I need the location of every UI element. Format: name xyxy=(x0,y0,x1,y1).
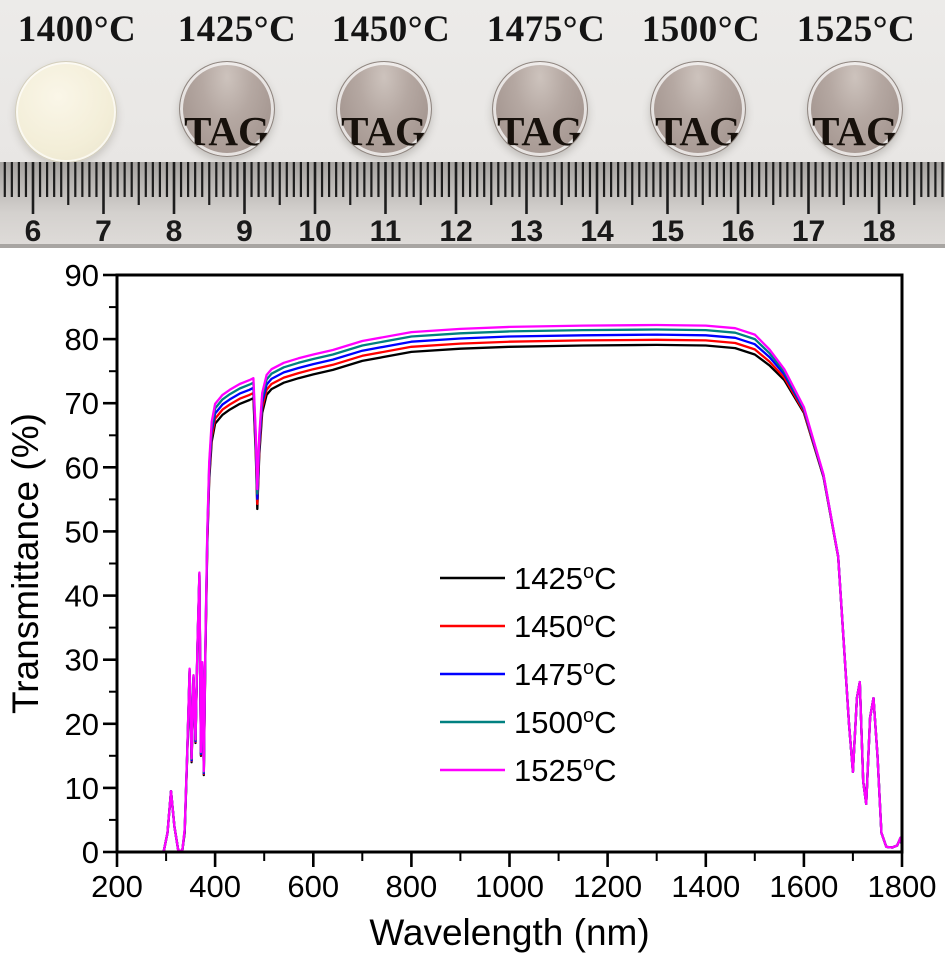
ruler-number: 18 xyxy=(862,215,895,248)
legend: 1425oC 1450oC 1475oC 1500oC 1525oC xyxy=(440,561,616,788)
y-tick-label: 60 xyxy=(65,450,99,485)
x-tick-label: 1600 xyxy=(769,869,838,904)
ruler-number: 17 xyxy=(792,215,825,248)
y-tick-label: 40 xyxy=(65,579,99,614)
y-tick-label: 50 xyxy=(65,514,99,549)
ruler: 6 7 8 9 10 11 12 13 14 15 16 17 18 xyxy=(0,162,945,248)
y-tick-label: 0 xyxy=(82,835,99,870)
legend-entry-1475: 1475oC xyxy=(440,657,616,692)
legend-label: 1425oC xyxy=(514,561,616,596)
ruler-number: 14 xyxy=(580,215,614,248)
sample-label-1500: 1500°C xyxy=(641,9,761,50)
x-tick-label: 1400 xyxy=(671,869,740,904)
sample-photo: 1400°C 1425°C 1450°C 1475°C 1500°C 1525°… xyxy=(0,0,945,248)
ruler-number: 6 xyxy=(25,215,42,248)
ruler-numbers: 6 7 8 9 10 11 12 13 14 15 16 17 18 xyxy=(25,215,896,248)
tag-text: TAG xyxy=(497,108,583,154)
ruler-number: 9 xyxy=(236,215,253,248)
ruler-ticks xyxy=(3,162,944,214)
sample-label-1475: 1475°C xyxy=(486,9,606,50)
sample-disc-1425: TAG xyxy=(179,61,275,157)
series-lines xyxy=(115,323,904,854)
ruler-number: 13 xyxy=(510,215,543,248)
x-tick-label: 400 xyxy=(189,869,241,904)
legend-entry-1425: 1425oC xyxy=(440,561,616,596)
legend-entry-1450: 1450oC xyxy=(440,609,616,644)
y-tick-label: 20 xyxy=(65,707,99,742)
legend-entry-1525: 1525oC xyxy=(440,753,616,788)
ruler-number: 8 xyxy=(166,215,183,248)
tag-text: TAG xyxy=(655,108,741,154)
legend-label: 1500oC xyxy=(514,705,616,740)
x-tick-label: 1200 xyxy=(573,869,642,904)
sample-label-1425: 1425°C xyxy=(177,9,297,50)
y-tick-labels: 0 10 20 30 40 50 60 70 80 90 xyxy=(65,258,99,870)
sample-disc-1400 xyxy=(15,61,117,163)
ruler-edge-shadow xyxy=(0,244,945,248)
tag-text: TAG xyxy=(184,108,270,154)
x-tick-label: 200 xyxy=(91,869,143,904)
y-tick-label: 80 xyxy=(65,322,99,357)
sample-label-1450: 1450°C xyxy=(331,9,451,50)
sample-label-1525: 1525°C xyxy=(796,9,916,50)
y-tick-label: 30 xyxy=(65,643,99,678)
legend-label: 1450oC xyxy=(514,609,616,644)
legend-label: 1525oC xyxy=(514,753,616,788)
ruler-number: 16 xyxy=(721,215,754,248)
plot-frame xyxy=(115,273,904,854)
ruler-number: 10 xyxy=(298,215,331,248)
tag-text: TAG xyxy=(812,108,898,154)
tag-text: TAG xyxy=(341,108,427,154)
series-line-1525 xyxy=(115,323,904,854)
x-tick-label: 800 xyxy=(386,869,438,904)
y-tick-label: 10 xyxy=(65,771,99,806)
sample-disc-1525: TAG xyxy=(807,61,903,157)
x-tick-labels: 200 400 600 800 1000 1200 1400 1600 1800 xyxy=(91,869,936,904)
transmittance-chart: 200 400 600 800 1000 1200 1400 1600 1800 0 10 20 30 4… xyxy=(0,250,945,959)
y-tick-label: 90 xyxy=(65,258,99,293)
sample-disc-1475: TAG xyxy=(492,61,588,157)
sample-disc-1450: TAG xyxy=(336,61,432,157)
sample-disc-1500: TAG xyxy=(650,61,746,157)
y-tick-label: 70 xyxy=(65,386,99,421)
legend-label: 1475oC xyxy=(514,657,616,692)
ruler-number: 15 xyxy=(651,215,684,248)
series-line-1450 xyxy=(115,338,904,854)
y-axis-title: Transmittance (%) xyxy=(5,413,46,714)
series-line-1475 xyxy=(115,333,904,854)
x-tick-label: 1000 xyxy=(475,869,544,904)
axis-ticks xyxy=(103,273,904,867)
ruler-number: 7 xyxy=(95,215,112,248)
ruler-number: 12 xyxy=(439,215,472,248)
x-tick-label: 1800 xyxy=(868,869,937,904)
x-axis-title: Wavelength (nm) xyxy=(369,912,649,953)
legend-entry-1500: 1500oC xyxy=(440,705,616,740)
sample-label-1400: 1400°C xyxy=(17,9,137,50)
x-tick-label: 600 xyxy=(287,869,339,904)
ruler-number: 11 xyxy=(370,215,402,248)
series-line-1425 xyxy=(115,343,904,854)
